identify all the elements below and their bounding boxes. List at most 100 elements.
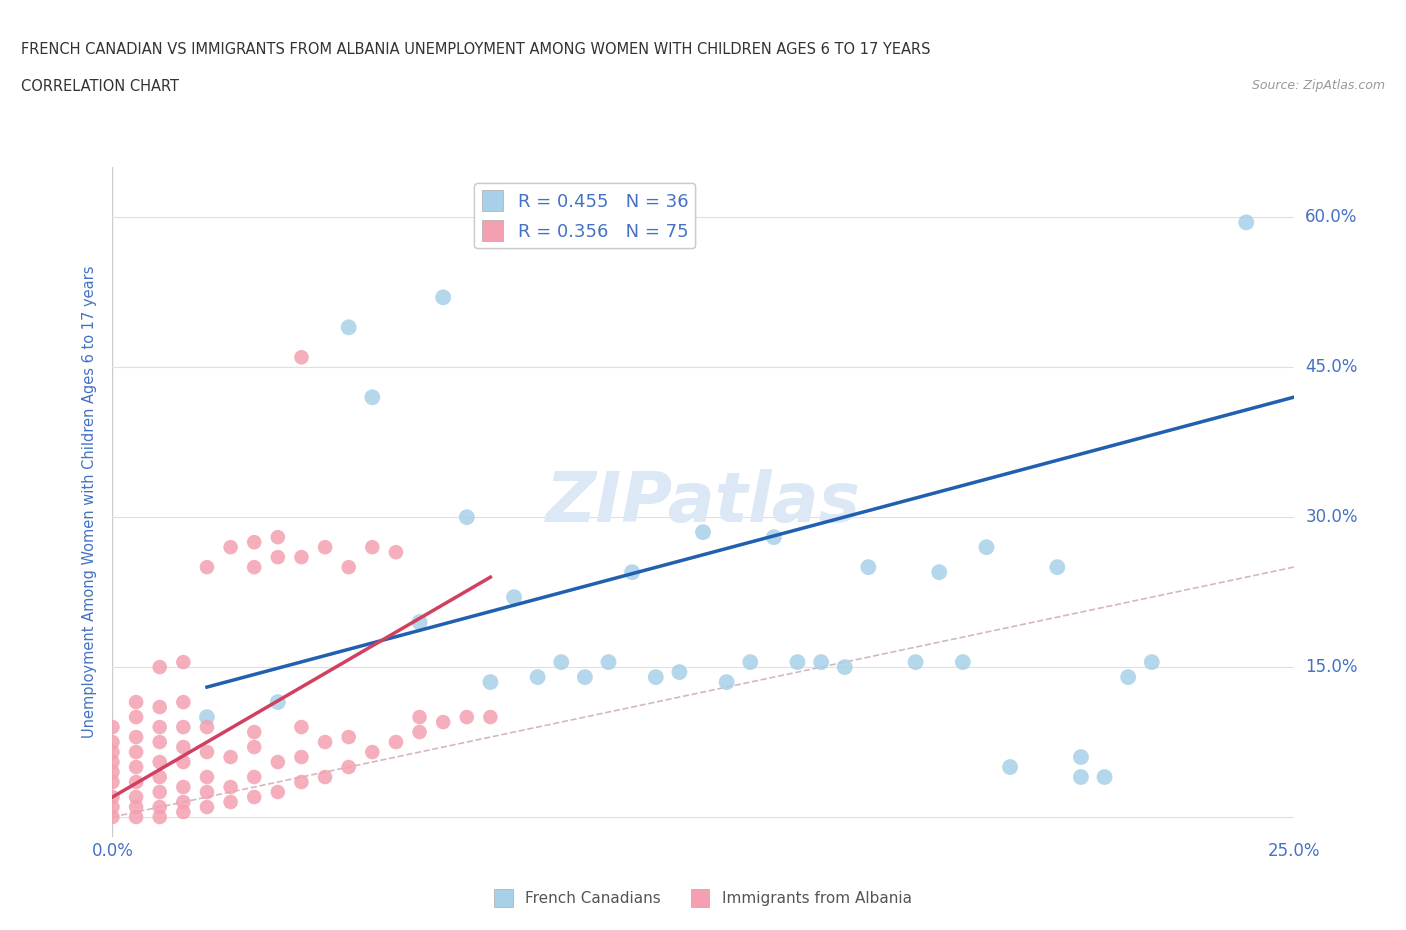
Point <box>149 735 172 750</box>
Point <box>195 710 218 724</box>
Point <box>125 790 148 804</box>
Point <box>314 539 336 554</box>
Point <box>762 530 785 545</box>
Point <box>550 655 572 670</box>
Point <box>125 810 148 825</box>
Point <box>125 695 148 710</box>
Point <box>101 800 124 815</box>
Point <box>101 754 124 769</box>
Point <box>998 760 1021 775</box>
Point <box>149 770 172 785</box>
Point <box>503 590 526 604</box>
Point <box>408 710 430 724</box>
Point <box>716 674 738 689</box>
Point <box>668 665 690 680</box>
Point <box>644 670 666 684</box>
Legend: R = 0.455   N = 36, R = 0.356   N = 75: R = 0.455 N = 36, R = 0.356 N = 75 <box>474 183 696 248</box>
Point <box>408 615 430 630</box>
Point <box>385 545 408 560</box>
Point <box>243 739 266 754</box>
Point <box>479 674 502 689</box>
Legend: French Canadians, Immigrants from Albania: French Canadians, Immigrants from Albani… <box>488 884 918 913</box>
Point <box>219 794 242 809</box>
Point <box>432 290 454 305</box>
Point <box>479 710 502 724</box>
Point <box>172 695 194 710</box>
Point <box>195 745 218 760</box>
Text: Source: ZipAtlas.com: Source: ZipAtlas.com <box>1251 79 1385 92</box>
Point <box>101 790 124 804</box>
Text: 30.0%: 30.0% <box>1305 508 1358 526</box>
Point <box>149 810 172 825</box>
Point <box>314 770 336 785</box>
Text: FRENCH CANADIAN VS IMMIGRANTS FROM ALBANIA UNEMPLOYMENT AMONG WOMEN WITH CHILDRE: FRENCH CANADIAN VS IMMIGRANTS FROM ALBAN… <box>21 42 931 57</box>
Point <box>267 695 290 710</box>
Point <box>172 754 194 769</box>
Point <box>195 720 218 735</box>
Text: 60.0%: 60.0% <box>1305 208 1358 226</box>
Text: 15.0%: 15.0% <box>1305 658 1358 676</box>
Point <box>598 655 620 670</box>
Text: CORRELATION CHART: CORRELATION CHART <box>21 79 179 94</box>
Point <box>337 760 360 775</box>
Point <box>290 720 312 735</box>
Point <box>267 785 290 800</box>
Text: 45.0%: 45.0% <box>1305 358 1358 377</box>
Point <box>621 565 644 579</box>
Point <box>101 810 124 825</box>
Point <box>101 735 124 750</box>
Point <box>195 770 218 785</box>
Point <box>952 655 974 670</box>
Point <box>290 750 312 764</box>
Point <box>125 760 148 775</box>
Point <box>267 754 290 769</box>
Point <box>976 539 998 554</box>
Point <box>858 560 880 575</box>
Point <box>195 560 218 575</box>
Point <box>361 390 384 405</box>
Point <box>904 655 927 670</box>
Point <box>101 775 124 790</box>
Point <box>456 510 478 525</box>
Text: ZIPatlas: ZIPatlas <box>546 469 860 536</box>
Point <box>149 720 172 735</box>
Point <box>243 535 266 550</box>
Point <box>172 739 194 754</box>
Point <box>1140 655 1163 670</box>
Point <box>149 699 172 714</box>
Point <box>432 714 454 729</box>
Point <box>172 779 194 794</box>
Point <box>361 539 384 554</box>
Point <box>1116 670 1139 684</box>
Point <box>195 800 218 815</box>
Point <box>740 655 762 670</box>
Point <box>172 720 194 735</box>
Point <box>172 804 194 819</box>
Point <box>1234 215 1257 230</box>
Point <box>149 800 172 815</box>
Point <box>243 770 266 785</box>
Point <box>290 550 312 565</box>
Point <box>786 655 808 670</box>
Point <box>314 735 336 750</box>
Point <box>101 745 124 760</box>
Point <box>834 659 856 674</box>
Point <box>149 785 172 800</box>
Point <box>385 735 408 750</box>
Point <box>1070 770 1092 785</box>
Point <box>290 350 312 365</box>
Point <box>149 659 172 674</box>
Point <box>219 750 242 764</box>
Point <box>290 775 312 790</box>
Point <box>243 724 266 739</box>
Y-axis label: Unemployment Among Women with Children Ages 6 to 17 years: Unemployment Among Women with Children A… <box>82 266 97 738</box>
Point <box>101 764 124 779</box>
Point <box>172 655 194 670</box>
Point <box>125 745 148 760</box>
Point <box>195 785 218 800</box>
Point <box>574 670 596 684</box>
Point <box>267 530 290 545</box>
Point <box>219 539 242 554</box>
Point <box>692 525 714 539</box>
Point <box>1070 750 1092 764</box>
